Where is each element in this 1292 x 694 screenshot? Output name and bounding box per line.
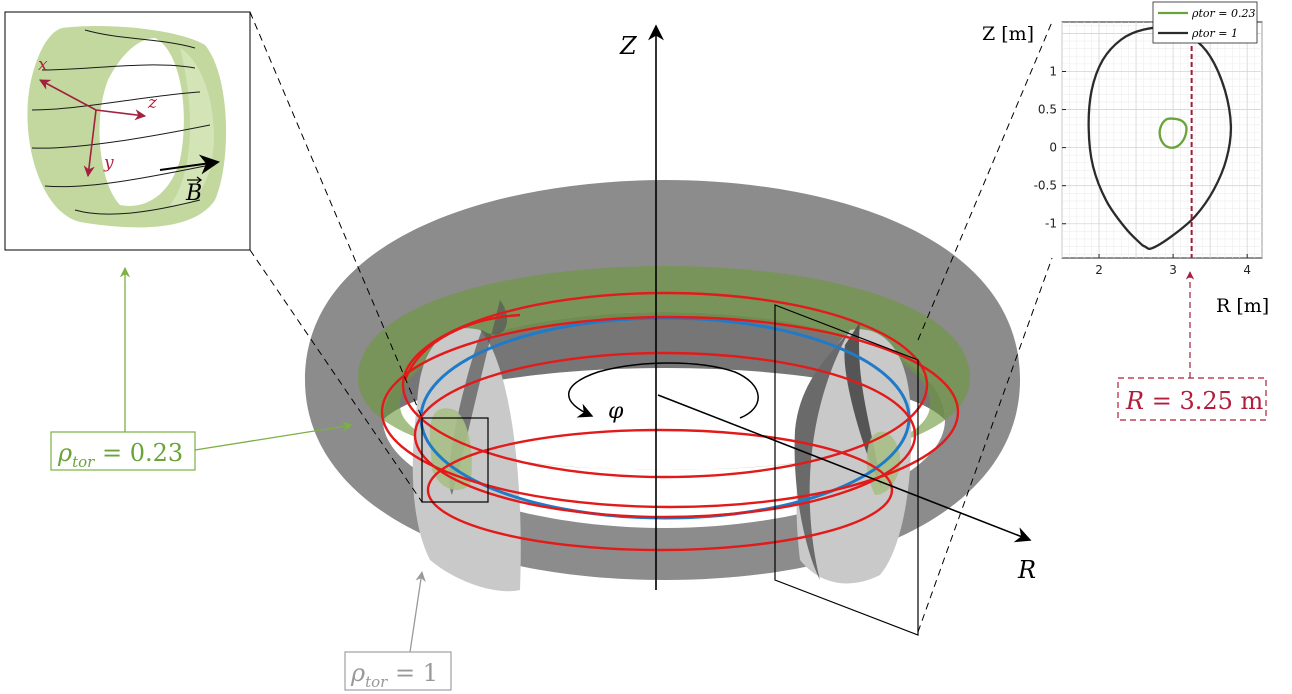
rho-outer-box	[344, 651, 452, 691]
field-line-2	[41, 64, 196, 71]
y-tick-label: 0	[1049, 141, 1057, 155]
rho-outer-label: ρtor = 1	[350, 659, 438, 691]
cut-plane-outline	[774, 304, 919, 636]
right-connector-bottom	[917, 257, 1053, 633]
left-zoom	[249, 11, 489, 503]
axes-3d: Z R φ	[568, 24, 1036, 590]
rho-outer-sub: tor	[365, 673, 388, 691]
r-cut-label: R = 3.25 m	[1125, 387, 1264, 415]
series-rho-1	[1087, 26, 1233, 250]
r-cut-callout: R = 3.25 m	[1117, 271, 1267, 421]
y-tick-label: 1	[1049, 64, 1057, 78]
y-axis-label: y	[103, 153, 114, 173]
rho-outer-base: ρ	[350, 659, 365, 687]
rho-inner-arrow-torus	[194, 421, 354, 451]
chart-y-label: Z [m]	[982, 23, 1034, 45]
rho-outer-value: = 1	[387, 659, 438, 687]
field-line-3	[31, 91, 201, 111]
r-cut-box	[1117, 377, 1267, 421]
field-line-1	[84, 29, 196, 49]
field-line-5	[44, 164, 211, 188]
field-line-6	[74, 199, 201, 215]
left-connector-bottom	[249, 249, 423, 503]
red-orbit-1	[401, 291, 929, 479]
rho-outer-callout: ρtor = 1	[344, 570, 452, 691]
left-connector-top	[249, 11, 423, 419]
series-rho-0-23	[1158, 117, 1188, 149]
red-orbit-tail	[403, 313, 521, 381]
rho-inner-box	[50, 431, 196, 471]
b-vector-head	[196, 176, 202, 184]
legend-label-outer: ρtor = 1	[1191, 27, 1238, 40]
y-tick-label: -1	[1045, 217, 1057, 231]
cut-plane	[774, 21, 1053, 636]
r-axis-label: R	[1017, 556, 1036, 584]
x-axis-arrow	[39, 79, 97, 111]
red-orbit-4	[426, 428, 894, 552]
torus	[305, 180, 1020, 592]
flux-surface-band	[358, 266, 970, 470]
legend-box	[1152, 1, 1258, 44]
b-field-label: B	[185, 181, 202, 206]
phi-rotation-arrow	[568, 362, 759, 419]
rho-inner-label: ρtor = 0.23	[57, 439, 183, 471]
y-tick-label: 0.5	[1038, 103, 1057, 117]
rho-inner-base: ρ	[57, 439, 72, 467]
legend-label-inner: ρtor = 0.23	[1191, 7, 1255, 20]
red-orbit-3	[413, 351, 917, 519]
rho-outer-arrow	[409, 570, 426, 653]
red-orbit-2	[380, 315, 960, 509]
torus-right-shadow	[794, 330, 850, 580]
x-axis-label: x	[38, 55, 48, 75]
r-cut-base: R	[1125, 387, 1144, 415]
inset-left: B x z y	[4, 11, 251, 251]
x-tick-label: 3	[1169, 263, 1177, 277]
r-cut-value: = 3.25 m	[1144, 387, 1263, 415]
series-layer	[1087, 22, 1233, 258]
x-tick-label: 2	[1095, 263, 1103, 277]
x-tick-label: 4	[1243, 263, 1251, 277]
inset-field-lines	[31, 29, 211, 215]
inset-hole	[99, 38, 184, 206]
field-line-4	[31, 124, 211, 149]
torus-outer-surface	[305, 180, 1020, 580]
rho-inner-value: = 0.23	[94, 439, 183, 467]
z-local-label: z	[147, 93, 158, 113]
y-tick-label: -0.5	[1034, 179, 1057, 193]
chart-legend: ρtor = 0.23 ρtor = 1	[1152, 1, 1258, 44]
z-local-arrow	[95, 109, 147, 121]
chart: 2 3 4 -1 -0.5 0 0.5 1 Z [m] R [m] ρtor = 0.23 ρ…	[982, 1, 1269, 317]
chart-x-label: R [m]	[1216, 295, 1269, 317]
y-axis-arrow	[83, 109, 97, 178]
phi-label: φ	[608, 399, 624, 424]
red-orbits	[380, 291, 960, 552]
torus-inner-wall	[383, 312, 945, 420]
b-field-arrow	[159, 154, 220, 175]
ticks-layer: 2 3 4 -1 -0.5 0 0.5 1	[1034, 64, 1251, 277]
z-axis-label: Z	[619, 32, 638, 60]
rho-inner-callout: ρtor = 0.23	[50, 266, 354, 471]
right-connector-top	[917, 21, 1053, 341]
r-axis	[657, 394, 1032, 543]
rho-inner-sub: tor	[72, 453, 95, 471]
left-zoom-region	[421, 417, 489, 503]
